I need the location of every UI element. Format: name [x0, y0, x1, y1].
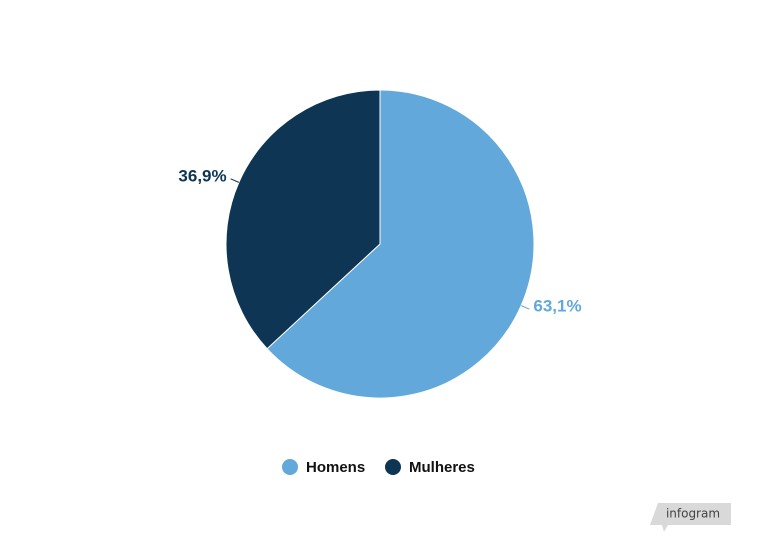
leader-line — [230, 178, 240, 183]
data-label: 63,1% — [533, 297, 581, 316]
leader-line — [520, 305, 530, 310]
legend-marker — [385, 459, 401, 475]
legend-label: Homens — [306, 459, 365, 476]
data-label: 36,9% — [178, 166, 226, 185]
legend-label: Mulheres — [409, 459, 475, 476]
watermark: infogram — [666, 507, 720, 521]
watermark-badge — [650, 503, 731, 532]
pie-slice — [225, 89, 381, 350]
legend-marker — [282, 459, 298, 475]
